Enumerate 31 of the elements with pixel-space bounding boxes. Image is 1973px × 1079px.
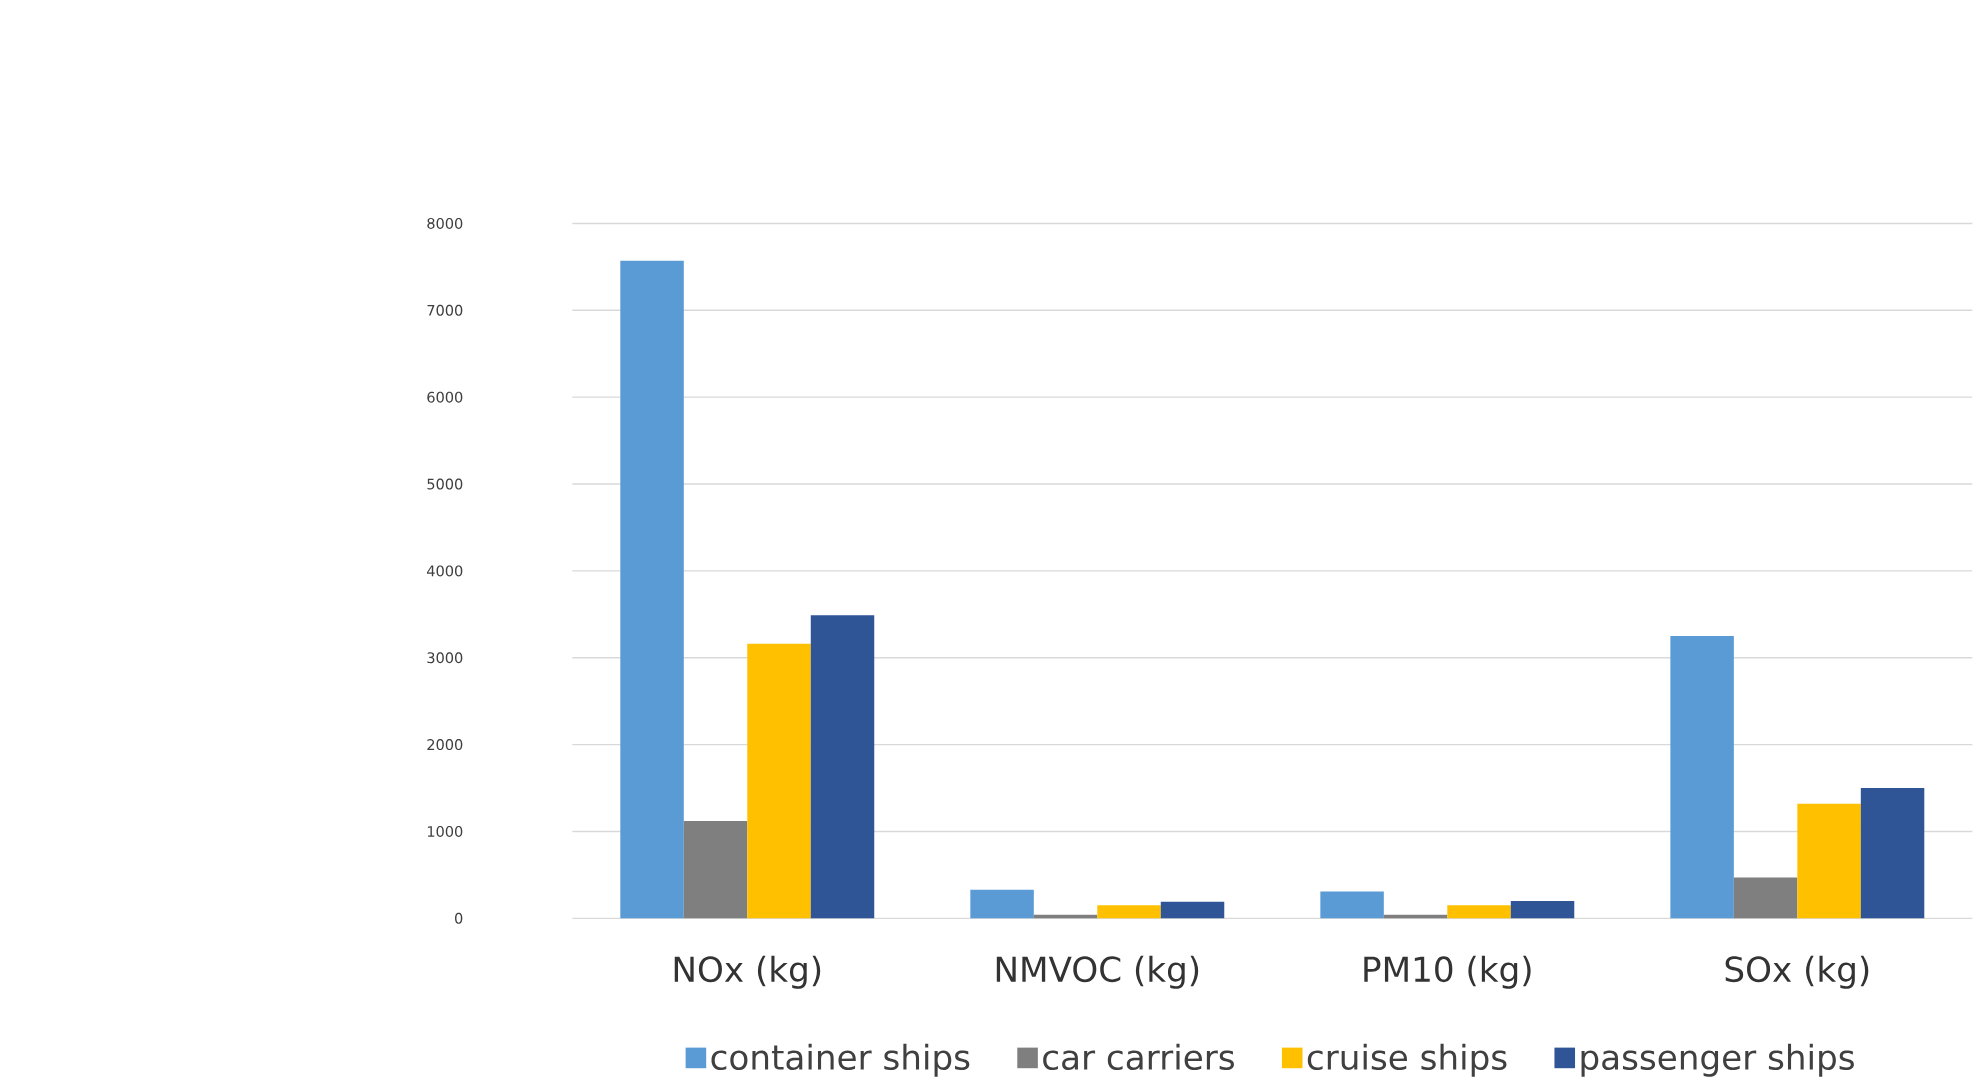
bar bbox=[970, 889, 1034, 919]
y-tick-label: 5000 bbox=[427, 478, 463, 490]
bar bbox=[1797, 803, 1861, 919]
bar bbox=[683, 821, 748, 919]
legend-label: container ships bbox=[711, 1043, 970, 1077]
y-tick-label: 1000 bbox=[427, 825, 463, 837]
x-tick-label: NMVOC (kg) bbox=[996, 955, 1199, 989]
y-tick-label: 0 bbox=[455, 912, 463, 924]
y-tick-label: 4000 bbox=[427, 565, 463, 577]
bar bbox=[1160, 901, 1225, 919]
bar bbox=[1447, 905, 1511, 919]
bar bbox=[1510, 900, 1575, 919]
x-tick-label: NOx (kg) bbox=[674, 955, 821, 989]
y-tick-label: 8000 bbox=[427, 217, 463, 229]
bar bbox=[620, 260, 684, 919]
legend-label: passenger ships bbox=[1581, 1043, 1854, 1077]
y-tick-label: 6000 bbox=[427, 391, 463, 403]
x-tick-label: PM10 (kg) bbox=[1364, 955, 1531, 989]
y-tick-label: 7000 bbox=[427, 304, 463, 316]
bar bbox=[810, 615, 875, 919]
bar bbox=[1670, 636, 1734, 919]
bar bbox=[1320, 891, 1384, 919]
bar bbox=[1733, 877, 1798, 919]
legend-label: cruise ships bbox=[1307, 1043, 1507, 1077]
x-tick-label: SOx (kg) bbox=[1725, 955, 1869, 989]
y-tick-label: 2000 bbox=[427, 739, 463, 751]
y-tick-label: 3000 bbox=[427, 652, 463, 664]
bar bbox=[747, 643, 811, 919]
bar bbox=[1097, 905, 1161, 919]
legend-label: car carriers bbox=[1043, 1043, 1234, 1071]
bar bbox=[1860, 788, 1925, 919]
